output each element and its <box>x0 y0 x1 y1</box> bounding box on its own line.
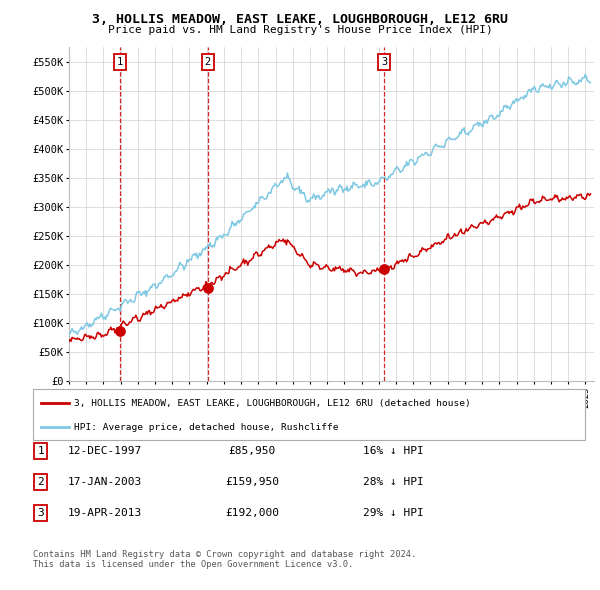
Point <box>203 283 212 293</box>
Text: 1: 1 <box>37 447 44 456</box>
Text: 12-DEC-1997: 12-DEC-1997 <box>68 447 142 456</box>
Text: 16% ↓ HPI: 16% ↓ HPI <box>362 447 424 456</box>
Text: 2: 2 <box>205 57 211 67</box>
Point <box>379 264 389 274</box>
Text: 29% ↓ HPI: 29% ↓ HPI <box>362 508 424 517</box>
Text: £192,000: £192,000 <box>225 508 279 517</box>
Point <box>115 326 125 336</box>
Text: 2: 2 <box>37 477 44 487</box>
Text: 28% ↓ HPI: 28% ↓ HPI <box>362 477 424 487</box>
Text: £85,950: £85,950 <box>229 447 275 456</box>
Text: Price paid vs. HM Land Registry's House Price Index (HPI): Price paid vs. HM Land Registry's House … <box>107 25 493 35</box>
Text: 19-APR-2013: 19-APR-2013 <box>68 508 142 517</box>
Text: 3: 3 <box>37 508 44 517</box>
Text: HPI: Average price, detached house, Rushcliffe: HPI: Average price, detached house, Rush… <box>74 422 339 431</box>
Text: 3, HOLLIS MEADOW, EAST LEAKE, LOUGHBOROUGH, LE12 6RU (detached house): 3, HOLLIS MEADOW, EAST LEAKE, LOUGHBOROU… <box>74 399 471 408</box>
Text: Contains HM Land Registry data © Crown copyright and database right 2024.
This d: Contains HM Land Registry data © Crown c… <box>33 550 416 569</box>
Text: 17-JAN-2003: 17-JAN-2003 <box>68 477 142 487</box>
Text: £159,950: £159,950 <box>225 477 279 487</box>
Text: 1: 1 <box>116 57 123 67</box>
Text: 3, HOLLIS MEADOW, EAST LEAKE, LOUGHBOROUGH, LE12 6RU: 3, HOLLIS MEADOW, EAST LEAKE, LOUGHBOROU… <box>92 13 508 26</box>
Text: 3: 3 <box>381 57 387 67</box>
FancyBboxPatch shape <box>33 389 585 440</box>
